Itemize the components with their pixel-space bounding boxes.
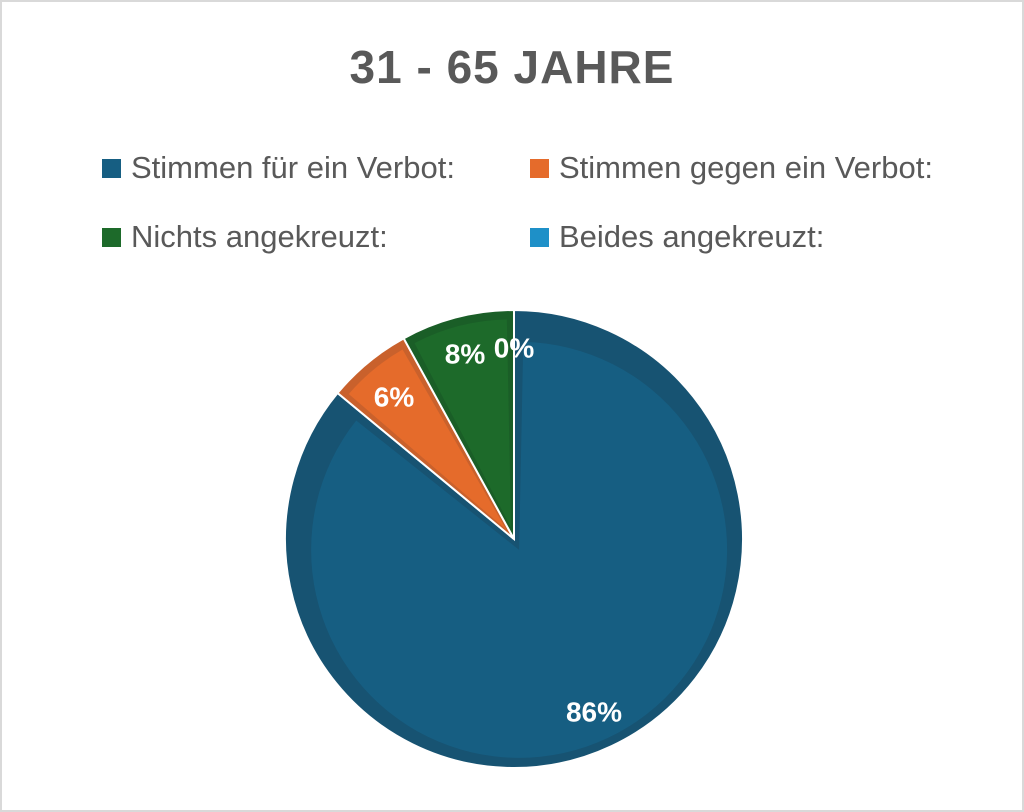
chart-title: 31 - 65 JAHRE bbox=[349, 41, 675, 93]
data-label-gegen-verbot: 6% bbox=[374, 381, 415, 412]
legend-label-beides: Beides angekreuzt: bbox=[559, 219, 825, 254]
legend-label-nichts: Nichts angekreuzt: bbox=[131, 219, 388, 254]
legend-swatch-gegen-verbot bbox=[530, 158, 549, 178]
legend-item-gegen-verbot: Stimmen gegen ein Verbot: bbox=[530, 150, 933, 186]
legend-label-gegen-verbot: Stimmen gegen ein Verbot: bbox=[559, 150, 933, 185]
legend-swatch-fuer-verbot bbox=[102, 158, 121, 178]
data-label-beides: 0% bbox=[494, 332, 535, 363]
pie-slice-face-nichts bbox=[414, 319, 512, 528]
legend-item-nichts: Nichts angekreuzt: bbox=[102, 219, 388, 255]
data-label-fuer-verbot: 86% bbox=[566, 696, 622, 727]
pie-slice-face-fuer-verbot bbox=[311, 341, 728, 758]
legend-label-fuer-verbot: Stimmen für ein Verbot: bbox=[131, 150, 455, 185]
legend-item-fuer-verbot: Stimmen für ein Verbot: bbox=[102, 150, 455, 186]
legend-swatch-beides bbox=[530, 227, 549, 247]
data-label-nichts: 8% bbox=[445, 338, 486, 369]
pie-slice-face-gegen-verbot bbox=[348, 349, 507, 530]
legend-item-beides: Beides angekreuzt: bbox=[530, 219, 824, 255]
legend-swatch-nichts bbox=[102, 227, 121, 247]
